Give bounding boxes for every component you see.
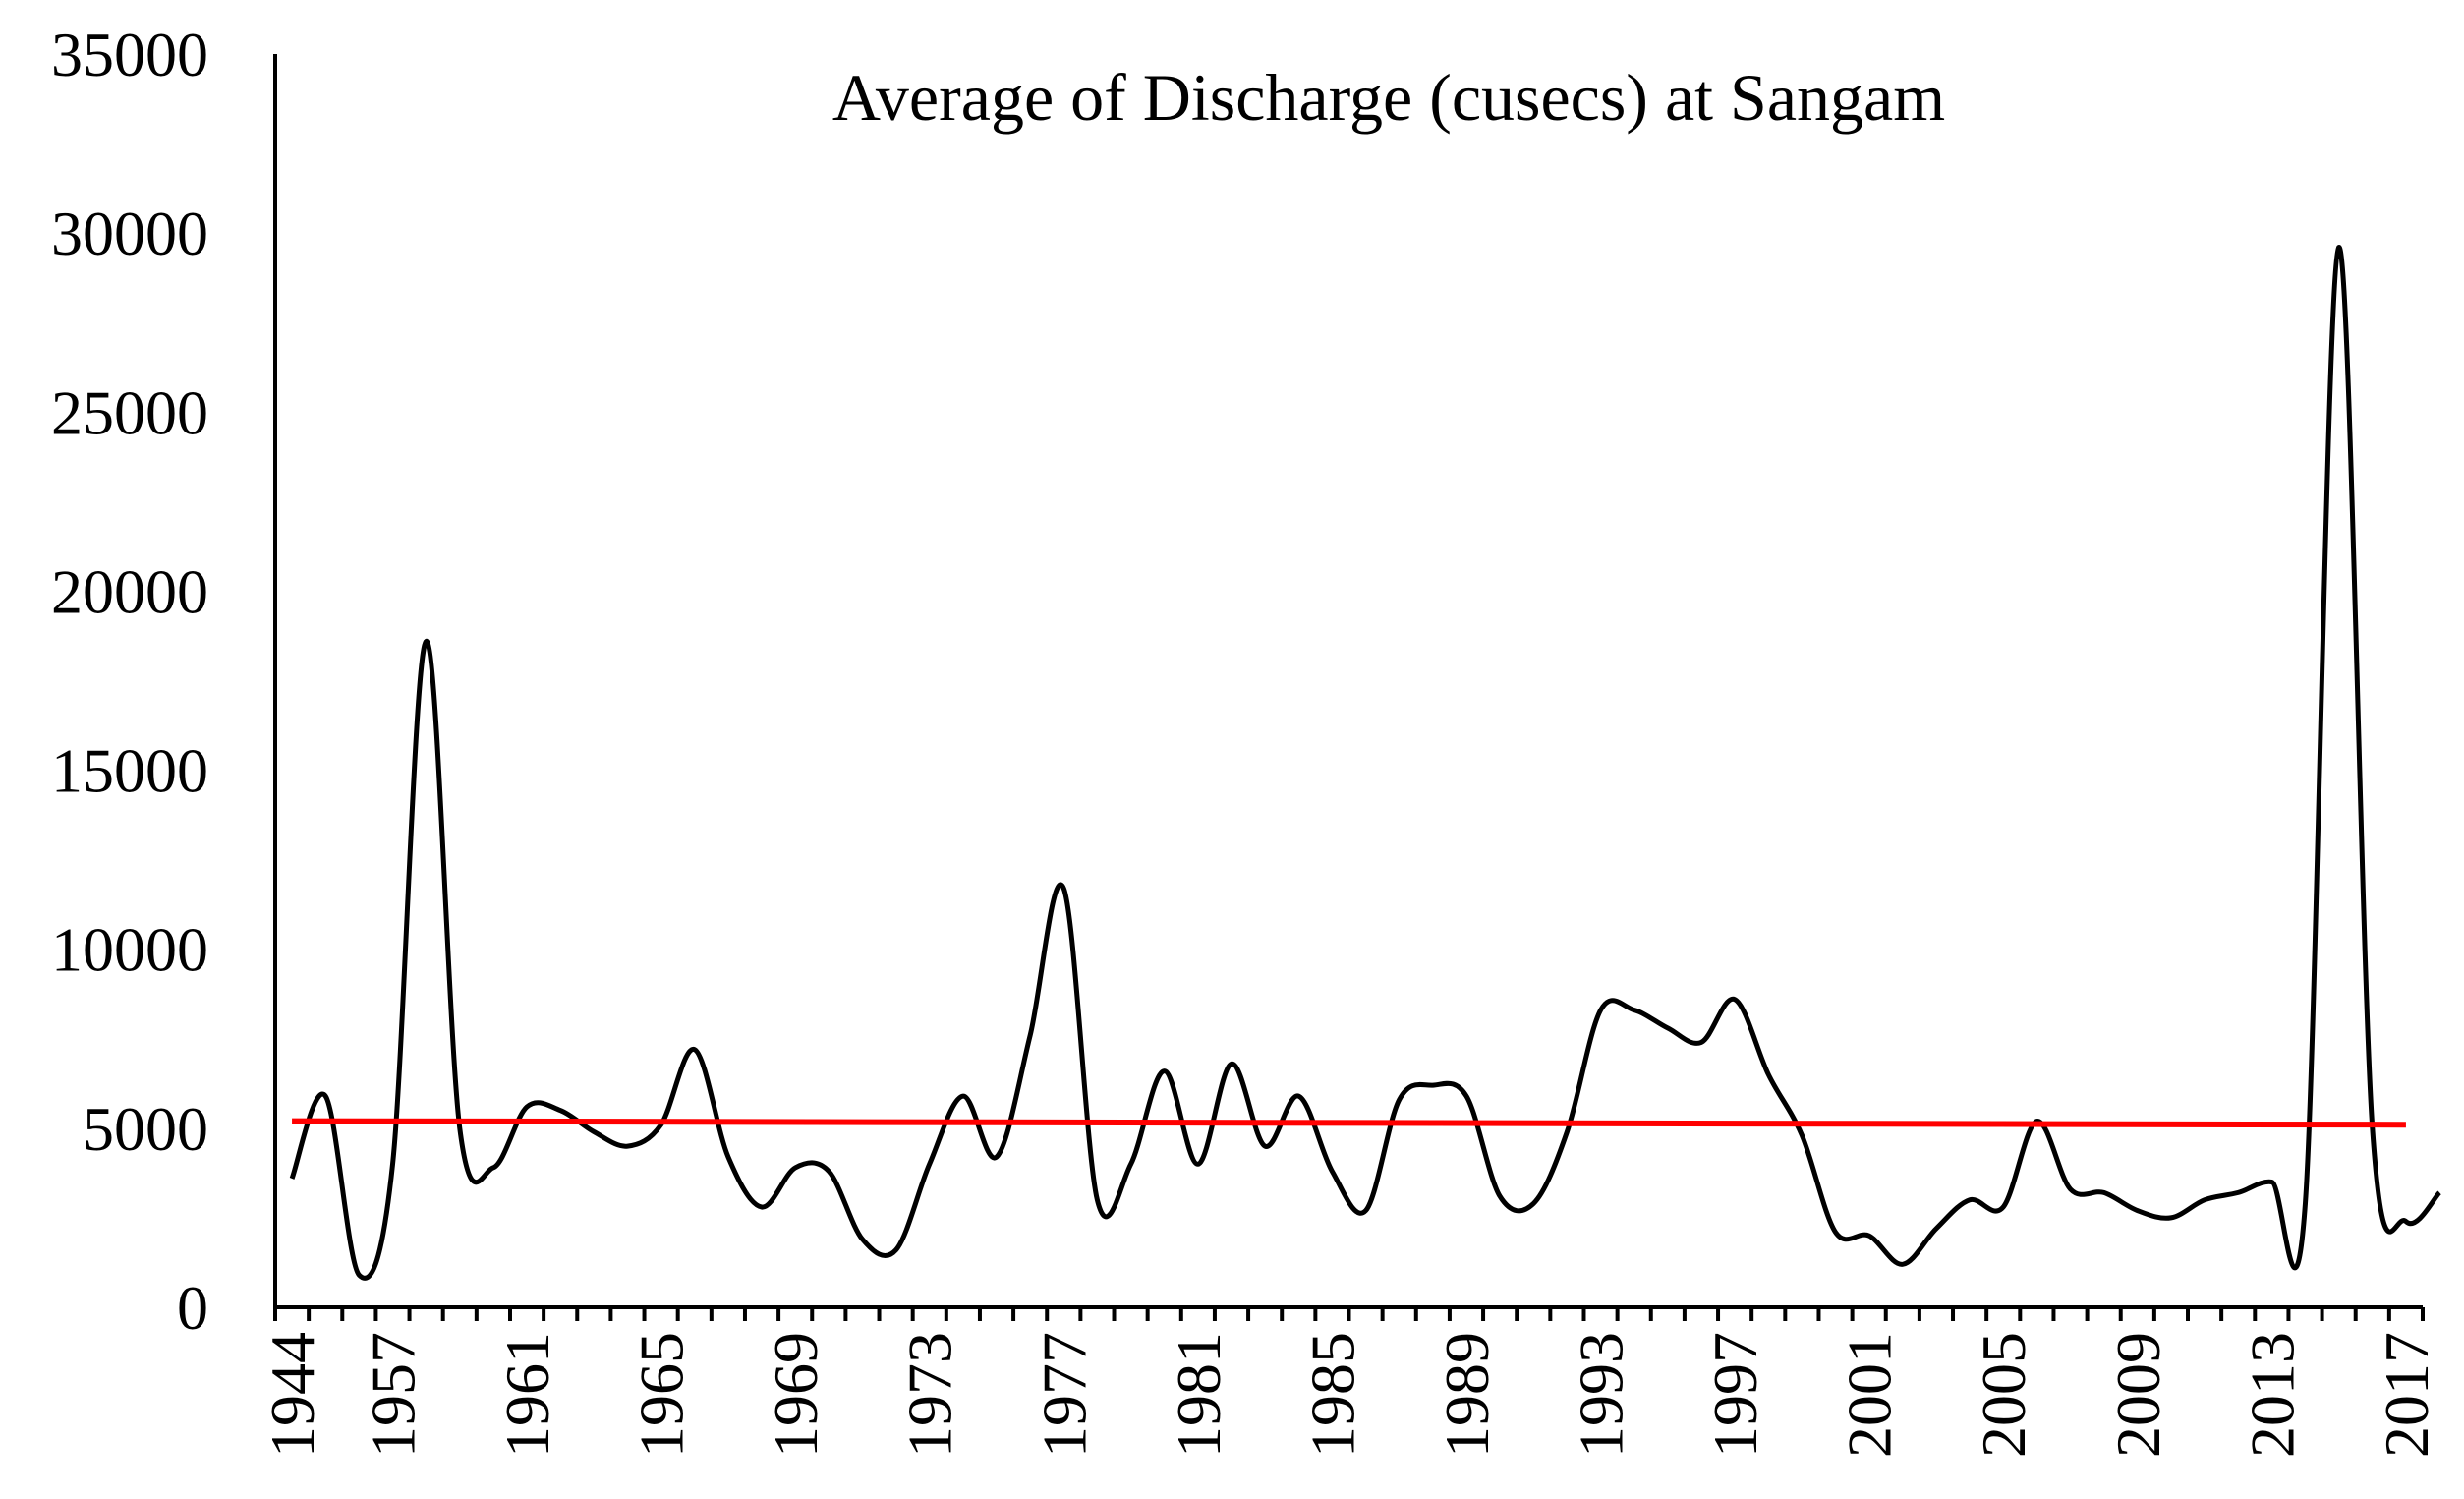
trend-line — [292, 1118, 2406, 1128]
x-tick-label: 1944 — [258, 1332, 327, 1458]
x-tick-label: 1981 — [1164, 1332, 1233, 1458]
discharge-series-line — [289, 245, 2441, 1281]
y-tick-label: 5000 — [83, 1094, 208, 1164]
x-tick-label: 2001 — [1835, 1332, 1905, 1458]
y-tick-label: 0 — [177, 1273, 208, 1343]
x-tick-label: 2005 — [1969, 1332, 2038, 1458]
x-tick-label: 1993 — [1567, 1332, 1636, 1458]
x-tick-label: 1961 — [492, 1332, 562, 1458]
x-tick-label: 2009 — [2103, 1332, 2173, 1458]
y-tick-label: 20000 — [51, 556, 208, 626]
x-tick-label: 1997 — [1700, 1332, 1770, 1458]
x-tick-label: 1957 — [358, 1332, 428, 1458]
x-tick-label: 1965 — [627, 1332, 697, 1458]
x-tick-label: 2013 — [2237, 1332, 2307, 1458]
x-axis: 1944 1957 1961 1965 1969 1973 1977 1981 1985 1989… — [258, 1305, 2441, 1458]
y-tick-label: 15000 — [51, 736, 208, 806]
y-tick-label: 25000 — [51, 377, 208, 447]
y-tick-label: 35000 — [51, 20, 208, 89]
y-tick-label: 10000 — [51, 915, 208, 985]
chart-title: Average of Discharge (cusecs) at Sangam — [832, 60, 1945, 135]
y-axis: 0 5000 10000 15000 20000 25000 30000 35000 — [51, 20, 277, 1343]
x-tick-label: 1989 — [1432, 1332, 1502, 1458]
y-tick-label: 30000 — [51, 199, 208, 268]
x-tick-label: 1973 — [895, 1332, 965, 1458]
x-tick-label: 2017 — [2372, 1332, 2441, 1458]
series-layer — [289, 245, 2441, 1281]
x-tick-label: 1985 — [1297, 1332, 1367, 1458]
x-tick-label: 1977 — [1029, 1332, 1099, 1458]
x-tick-label: 1969 — [761, 1332, 831, 1458]
